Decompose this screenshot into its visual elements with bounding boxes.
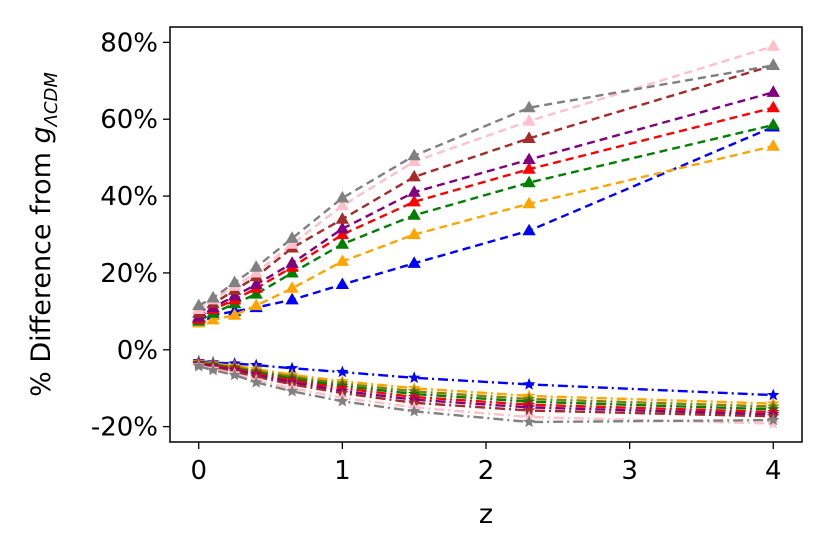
series-line <box>198 364 774 425</box>
data-point <box>766 85 780 97</box>
series-line <box>198 360 774 397</box>
series-16 <box>192 359 780 428</box>
data-point <box>522 377 536 390</box>
x-tick-label: 4 <box>765 456 782 486</box>
data-point <box>285 292 299 305</box>
data-point <box>335 237 349 249</box>
data-point <box>766 118 780 130</box>
data-point <box>522 415 536 428</box>
x-tick-label: 3 <box>621 456 638 486</box>
data-point <box>228 275 242 288</box>
series-4 <box>192 85 780 322</box>
data-point <box>249 277 263 289</box>
data-point <box>766 100 780 113</box>
x-axis-label: z <box>479 499 493 530</box>
data-point <box>522 175 536 188</box>
data-point <box>408 371 421 384</box>
data-point <box>192 298 206 311</box>
data-point <box>522 404 536 416</box>
data-point <box>335 191 349 203</box>
data-point <box>285 361 299 374</box>
data-point <box>285 256 299 268</box>
data-point <box>250 375 263 388</box>
data-point <box>522 223 536 236</box>
y-tick-label: 80% <box>100 28 158 58</box>
x-tick-label: 2 <box>478 456 495 486</box>
y-axis-label-symbol: g <box>26 126 57 143</box>
y-tick-label: -20% <box>91 413 158 443</box>
data-point <box>335 221 349 234</box>
data-point <box>285 231 299 243</box>
data-point <box>767 388 780 401</box>
data-point <box>285 384 299 397</box>
data-point <box>206 363 220 376</box>
data-point <box>336 394 349 407</box>
data-point <box>285 281 299 293</box>
y-tick-label: 20% <box>100 259 158 289</box>
data-point <box>766 39 780 51</box>
y-tick-label: 0% <box>117 336 158 366</box>
data-point <box>407 148 421 161</box>
series-line <box>198 45 774 311</box>
data-point <box>249 298 263 311</box>
data-point <box>228 308 242 320</box>
data-point <box>335 198 349 211</box>
data-point <box>522 152 536 165</box>
series-7 <box>192 58 780 311</box>
data-point <box>249 287 263 299</box>
data-point <box>206 312 220 325</box>
data-point <box>336 365 349 378</box>
data-point <box>522 131 536 143</box>
data-point <box>335 254 349 266</box>
data-point <box>228 368 241 381</box>
data-point <box>335 277 349 289</box>
data-point <box>407 256 421 268</box>
y-axis-label-prefix: % Difference from <box>26 143 57 396</box>
data-point <box>407 227 421 240</box>
y-axis-label: % Difference from gΛCDM <box>26 72 62 397</box>
series-line <box>198 365 774 424</box>
series-line <box>198 144 774 325</box>
y-axis-label-subscript: ΛCDM <box>41 72 62 129</box>
data-point <box>408 404 421 417</box>
data-point <box>766 139 780 151</box>
data-point <box>407 194 421 207</box>
data-point <box>206 290 220 303</box>
data-point <box>766 58 780 70</box>
data-point <box>249 260 263 272</box>
data-point <box>522 162 536 174</box>
ticks-layer: 0 1 2 3 4 -20% 0% 20% 40% 60% 80% <box>91 28 782 486</box>
y-tick-label: 40% <box>100 182 158 212</box>
x-tick-label: 1 <box>334 456 351 486</box>
data-point <box>407 185 421 197</box>
x-tick-label: 0 <box>190 456 207 486</box>
data-point <box>335 212 349 224</box>
data-point <box>192 359 205 372</box>
data-point <box>407 208 421 220</box>
data-point <box>522 114 536 126</box>
data-point <box>407 169 421 182</box>
data-point <box>767 413 780 426</box>
data-point <box>767 417 780 429</box>
series-layer <box>192 39 780 429</box>
y-tick-label: 60% <box>100 105 158 135</box>
data-point <box>522 100 536 113</box>
data-point <box>522 196 536 209</box>
